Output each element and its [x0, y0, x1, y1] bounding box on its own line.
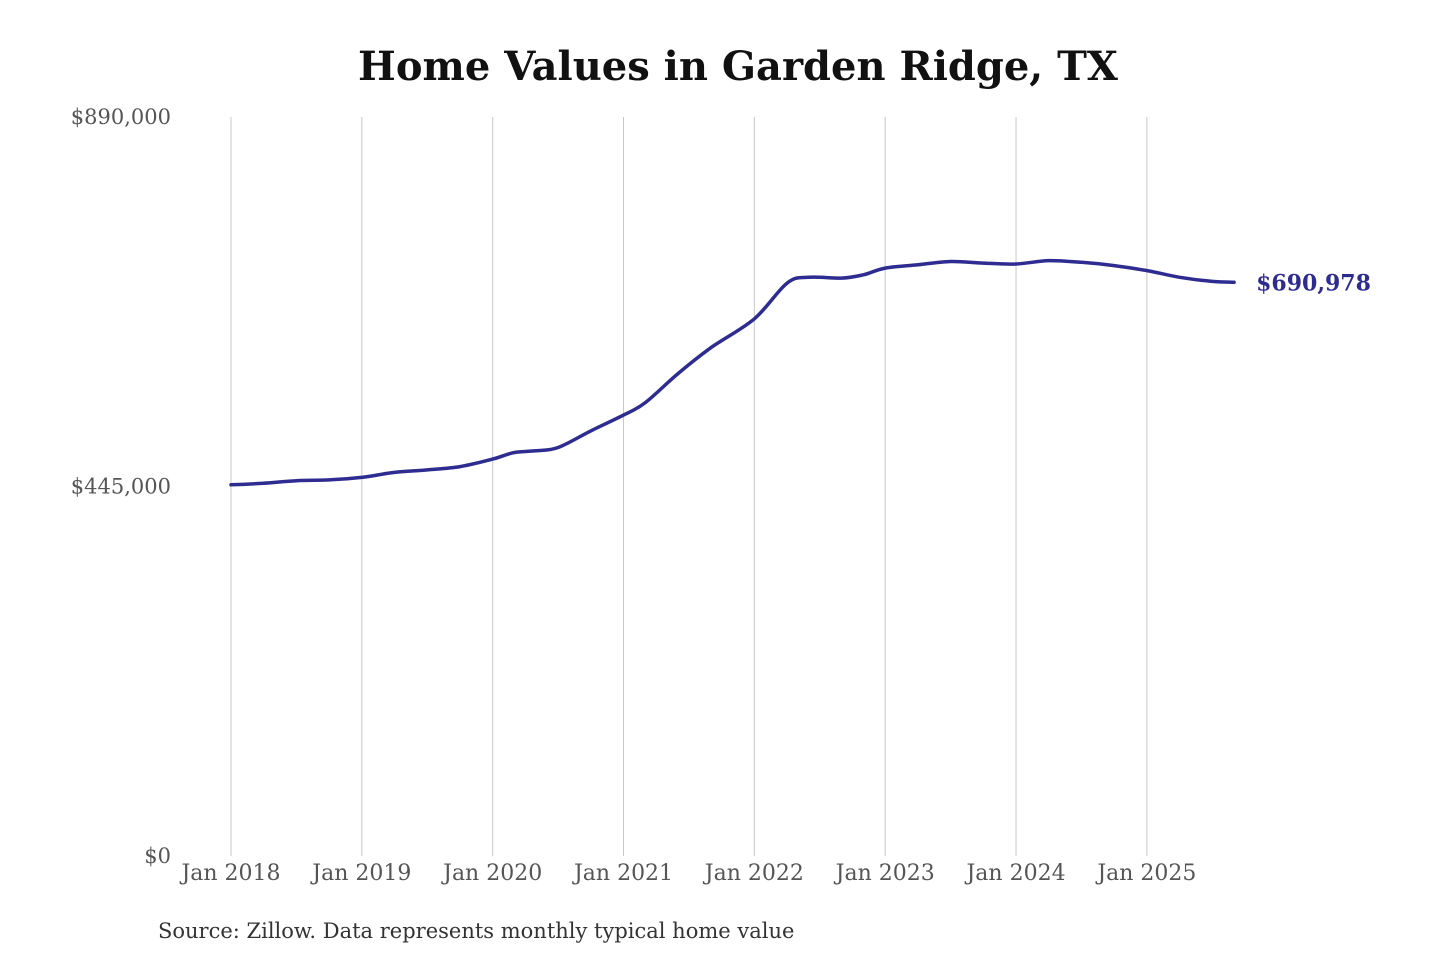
x-tick-label: Jan 2019	[310, 861, 411, 886]
y-tick-label: $890,000	[71, 105, 171, 129]
x-tick-label: Jan 2020	[441, 861, 542, 886]
chart-title: Home Values in Garden Ridge, TX	[358, 43, 1118, 90]
x-axis-ticks: Jan 2018 Jan 2019 Jan 2020 Jan 2021 Jan 2022…	[179, 861, 1196, 886]
end-value-label: $690,978	[1256, 270, 1371, 296]
annotations: $690,978	[1256, 270, 1371, 296]
y-axis-ticks: $0 $445,000 $890,000	[71, 105, 171, 868]
y-tick-label: $445,000	[71, 475, 171, 499]
x-tick-label: Jan 2018	[179, 861, 280, 886]
gridlines	[230, 117, 1148, 856]
series-line-0	[229, 258, 1236, 487]
x-tick-label: Jan 2022	[703, 861, 804, 886]
x-tick-label: Jan 2021	[572, 861, 673, 886]
series-layer	[229, 258, 1236, 487]
x-tick-label: Jan 2024	[964, 861, 1065, 886]
source-note: Source: Zillow. Data represents monthly …	[158, 919, 794, 943]
x-tick-label: Jan 2023	[834, 861, 935, 886]
x-tick-label: Jan 2025	[1095, 861, 1196, 886]
y-tick-label: $0	[144, 844, 171, 868]
